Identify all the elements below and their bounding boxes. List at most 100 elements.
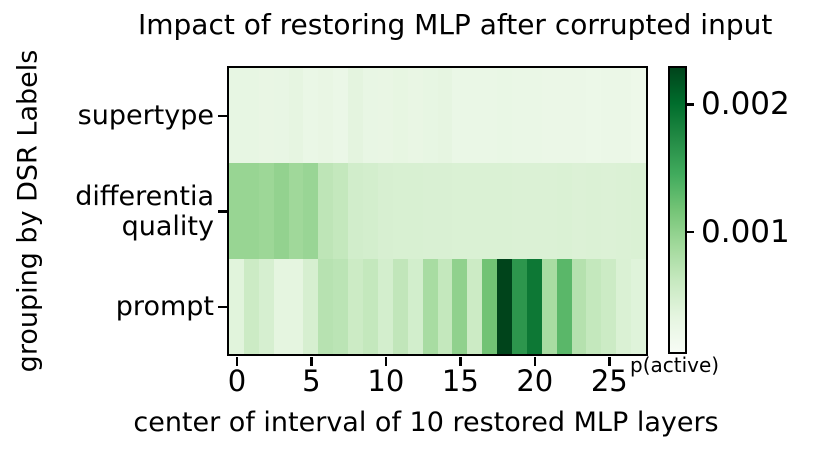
heatmap-cell xyxy=(303,258,319,354)
row-label: prompt xyxy=(115,290,214,322)
heatmap-cell xyxy=(303,163,319,259)
heatmap-cell xyxy=(273,68,289,164)
heatmap-cell xyxy=(571,258,587,354)
heatmap-cell xyxy=(407,163,423,259)
heatmap-cell xyxy=(556,163,572,259)
x-tick-label: 20 xyxy=(516,364,554,398)
heatmap-cell xyxy=(377,258,393,354)
x-tick-label: 25 xyxy=(590,364,628,398)
x-tick xyxy=(459,356,462,366)
heatmap-cell xyxy=(452,163,468,259)
row-label: differentia quality xyxy=(75,180,214,242)
heatmap-cell xyxy=(467,258,483,354)
heatmap-cell xyxy=(363,258,378,354)
heatmap-cell xyxy=(407,68,423,164)
heatmap-cell xyxy=(348,163,364,259)
heatmap-cell xyxy=(422,163,438,259)
heatmap-cell xyxy=(437,163,453,259)
heatmap-cell xyxy=(422,258,438,354)
heatmap-cell xyxy=(437,258,453,354)
x-tick xyxy=(533,356,537,366)
heatmap-cell xyxy=(243,163,259,259)
heatmap-cell xyxy=(437,68,453,164)
heatmap-cell xyxy=(467,68,483,164)
x-tick-label: 0 xyxy=(227,364,247,398)
heatmap-cell xyxy=(571,68,587,164)
heatmap-cell xyxy=(333,258,349,354)
heatmap-cell xyxy=(363,68,378,164)
heatmap-cell xyxy=(571,163,587,259)
heatmap-cell xyxy=(631,163,646,259)
heatmap-cell xyxy=(258,163,274,259)
heatmap-cell xyxy=(288,163,304,259)
heatmap-cell xyxy=(601,163,617,259)
heatmap-cell xyxy=(541,163,557,259)
heatmap-cell xyxy=(511,163,527,259)
heatmap-cell xyxy=(586,68,602,164)
heatmap-cell xyxy=(229,258,244,354)
heatmap-cell xyxy=(526,163,542,259)
y-tick xyxy=(218,114,227,118)
heatmap-cell xyxy=(556,258,572,354)
heatmap-cell xyxy=(288,258,304,354)
plot-area xyxy=(227,66,648,356)
heatmap-cell xyxy=(273,163,289,259)
heatmap-cell xyxy=(333,68,349,164)
heatmap-cell xyxy=(482,163,498,259)
heatmap-cell xyxy=(497,68,512,164)
colorbar xyxy=(668,66,687,354)
heatmap-cell xyxy=(631,258,646,354)
heatmap-cell xyxy=(631,68,646,164)
heatmap-cell xyxy=(392,68,408,164)
heatmap-cell xyxy=(258,68,274,164)
heatmap-cell xyxy=(377,68,393,164)
heatmap-cell xyxy=(243,68,259,164)
x-tick xyxy=(608,356,611,366)
heatmap-cell xyxy=(601,68,617,164)
heatmap-cell xyxy=(511,68,527,164)
x-tick-label: 10 xyxy=(367,364,405,398)
heatmap-cell xyxy=(377,163,393,259)
y-tick xyxy=(218,305,227,309)
heatmap-cell xyxy=(363,163,378,259)
colorbar-tick-label: 0.002 xyxy=(701,86,790,123)
heatmap-cell xyxy=(452,68,468,164)
heatmap-cell xyxy=(318,68,334,164)
heatmap-cell xyxy=(467,163,483,259)
heatmap-cell xyxy=(348,68,364,164)
heatmap-cell xyxy=(318,258,334,354)
x-tick xyxy=(310,356,313,366)
heatmap-cell xyxy=(482,258,498,354)
heatmap-cell xyxy=(616,68,632,164)
heatmap-cell xyxy=(556,68,572,164)
heatmap-cell xyxy=(452,258,468,354)
heatmap-cell xyxy=(601,258,617,354)
heatmap xyxy=(229,68,646,354)
heatmap-cell xyxy=(243,258,259,354)
x-tick xyxy=(384,356,388,366)
colorbar-label: p(active) xyxy=(630,353,720,377)
x-tick-label: 5 xyxy=(302,364,321,398)
heatmap-cell xyxy=(229,163,244,259)
heatmap-cell xyxy=(616,258,632,354)
heatmap-cell xyxy=(497,258,512,354)
heatmap-cell xyxy=(526,68,542,164)
heatmap-cell xyxy=(318,163,334,259)
y-tick xyxy=(218,210,227,213)
heatmap-cell xyxy=(541,258,557,354)
heatmap-cell xyxy=(348,258,364,354)
heatmap-cell xyxy=(407,258,423,354)
x-tick xyxy=(235,356,239,366)
heatmap-cell xyxy=(586,163,602,259)
colorbar-tick-label: 0.001 xyxy=(701,214,790,251)
heatmap-cell xyxy=(258,258,274,354)
heatmap-cell xyxy=(303,68,319,164)
heatmap-cell xyxy=(392,258,408,354)
heatmap-cell xyxy=(229,68,244,164)
heatmap-cell xyxy=(422,68,438,164)
heatmap-cell xyxy=(273,258,289,354)
x-axis-label: center of interval of 10 restored MLP la… xyxy=(133,407,719,438)
heatmap-cell xyxy=(333,163,349,259)
heatmap-cell xyxy=(541,68,557,164)
chart-title: Impact of restoring MLP after corrupted … xyxy=(138,8,773,41)
